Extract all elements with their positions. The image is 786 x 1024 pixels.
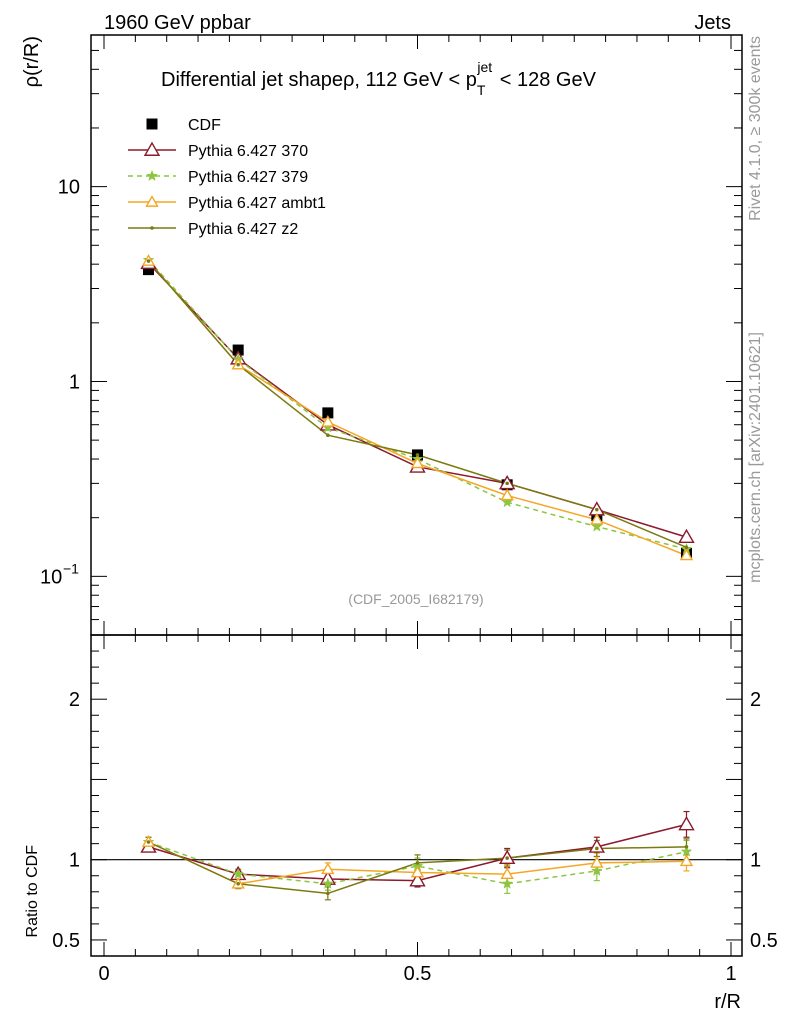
mcplots-label: mcplots.cern.ch [arXiv:2401.10621] (747, 332, 764, 583)
cdf-data-point (143, 264, 155, 276)
series-2-ratio-point (501, 877, 514, 889)
series-2-line (147, 259, 687, 550)
series-layer (140, 253, 695, 901)
series-4-ratio-point (326, 891, 330, 896)
y-tick-label-bottom: 2 (69, 689, 80, 711)
series-2-ratio-point (232, 867, 245, 880)
series-4-point (326, 433, 330, 438)
chart-title-main: Differential jet shapeρ, 112 GeV < p (161, 69, 477, 91)
y-tick-label-top: 10 (58, 177, 80, 199)
series-4-point (595, 507, 599, 512)
series-4-ratio-point (595, 846, 599, 851)
series-4-point (415, 453, 420, 457)
legend-series-4-marker (150, 226, 154, 230)
header-left: 1960 GeV ppbar (104, 12, 251, 34)
series-1-ratio-point (409, 872, 426, 887)
series-3-ratio-point (500, 867, 514, 879)
chart-title-tail: < 128 GeV (494, 69, 596, 91)
y-tick-label-bottom-right: 0.5 (750, 930, 778, 952)
series-4-point (236, 362, 240, 367)
series-3-ratio-point (321, 862, 335, 875)
series-2-ratio-point (680, 845, 693, 857)
series-1-line (147, 262, 687, 538)
series-4-line (147, 260, 687, 548)
series-4-ratio-point (236, 881, 240, 886)
series-4-ratio-point (415, 861, 420, 865)
series-3-point (410, 456, 425, 469)
series-2-point (501, 496, 514, 508)
cdf-data-point (322, 407, 334, 419)
series-3-point (679, 548, 694, 561)
legend-series-1-marker (143, 141, 161, 156)
series-2-ratio-point (590, 864, 603, 876)
legend-series-3-label: Pythia 6.427 ambt1 (188, 195, 326, 212)
y-tick-label-bottom-right: 1 (750, 850, 761, 872)
y-axis-label-bottom: Ratio to CDF (24, 845, 41, 938)
series-4-point (684, 545, 689, 550)
series-2-point (590, 520, 603, 532)
series-3-point (500, 488, 514, 501)
header-right: Jets (694, 12, 731, 34)
x-tick-label: 0.5 (404, 963, 432, 985)
legend-series-2-label: Pythia 6.427 379 (188, 169, 308, 186)
series-1-ratio-point (678, 815, 695, 831)
x-tick-label: 1 (725, 963, 736, 985)
legend-series-1-label: Pythia 6.427 370 (188, 143, 308, 160)
legend-series-4-label: Pythia 6.427 z2 (188, 221, 298, 238)
series-4-point (146, 259, 151, 263)
series-4-ratio-point (684, 845, 689, 849)
y-tick-label-bottom: 0.5 (52, 930, 80, 952)
legend-series-2-marker (146, 169, 158, 182)
chart-title: Differential jet shapeρ, 112 GeV < pTjet… (161, 59, 597, 98)
series-4-ratio-point (146, 840, 151, 844)
y-tick-label-top-exponent: −1 (63, 560, 79, 576)
chart-title-sub: T (477, 82, 486, 98)
series-1-ratio-point (588, 838, 606, 853)
series-3-point (590, 512, 604, 525)
series-3-ratio-point (679, 854, 694, 867)
y-tick-label-top: 10 (40, 566, 62, 588)
chart-title-sup: jet (476, 59, 492, 75)
series-3-line (147, 260, 687, 557)
y-tick-label-bottom: 1 (69, 850, 80, 872)
rivet-label: Rivet 4.1.0, ≥ 300k events (747, 36, 764, 221)
series-3-ratio-point (410, 865, 425, 878)
series-2-ratio-point (321, 877, 334, 889)
series-3-point (321, 415, 335, 427)
series-1-point (678, 528, 695, 544)
legend: CDF Pythia 6.427 370 Pythia 6.427 379 Pythi… (128, 117, 326, 238)
series-4-ratio-point (505, 856, 509, 860)
y-tick-label-top: 1 (69, 371, 80, 393)
bottom-panel-frame (90, 634, 743, 957)
legend-cdf-label: CDF (188, 117, 221, 134)
cdf-data-point (232, 344, 244, 356)
legend-series-3-marker (145, 195, 159, 207)
legend-cdf-marker (146, 118, 158, 130)
series-4-point (505, 481, 509, 486)
analysis-id: (CDF_2005_I682179) (348, 591, 483, 607)
x-tick-label: 0 (98, 963, 109, 985)
y-tick-label-bottom-right: 2 (750, 689, 761, 711)
series-3-ratio-point (590, 855, 604, 868)
x-axis-label: r/R (714, 991, 741, 1013)
y-axis-label-top: ρ(r/R) (21, 36, 43, 87)
